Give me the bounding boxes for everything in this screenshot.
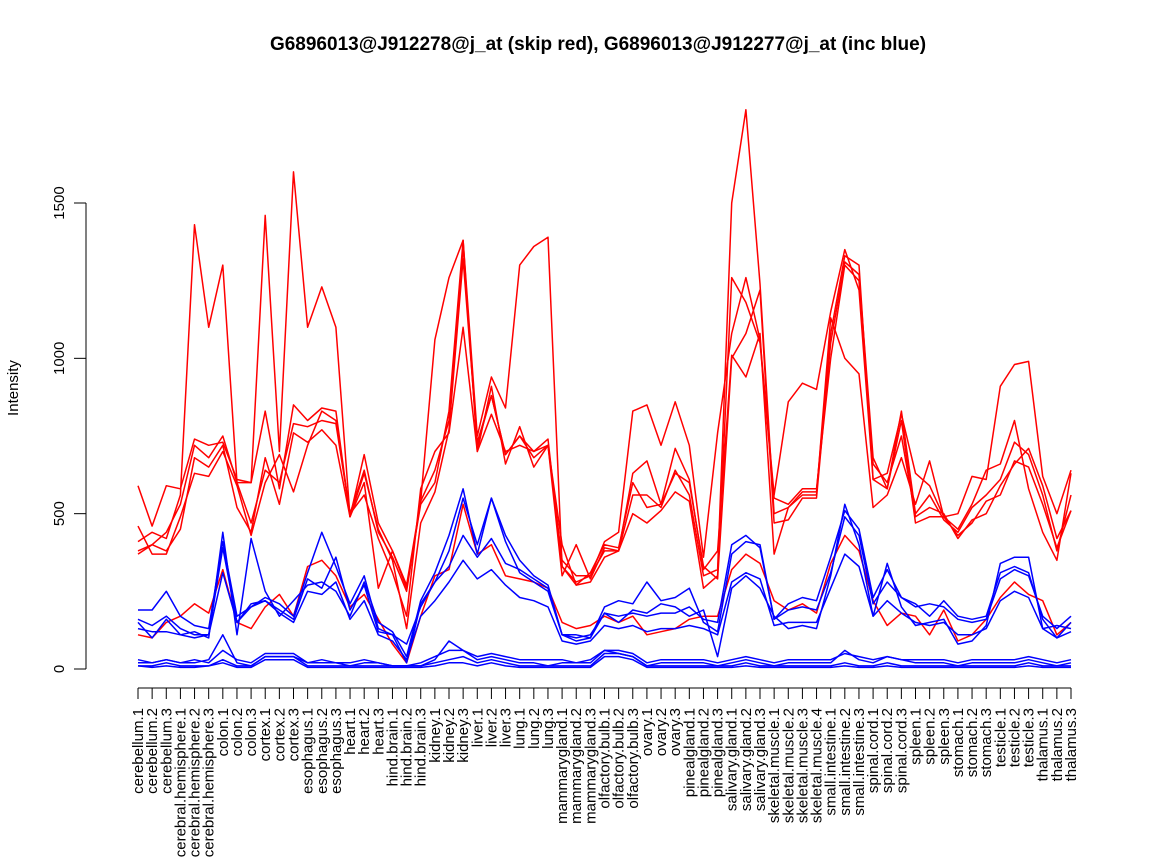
x-tick-label: ovary.1	[639, 708, 656, 756]
x-tick-label: salivary.gland.2	[738, 708, 755, 811]
x-tick-label: heart.3	[370, 708, 387, 755]
x-tick-label: spleen.3	[936, 708, 953, 765]
y-tick-label: 0	[51, 665, 68, 673]
x-tick-label: testicle.3	[1021, 708, 1038, 767]
x-tick-label: mammarygland.2	[568, 708, 585, 824]
x-tick-label: cerebellum.3	[158, 708, 175, 794]
series-line-inc-8	[137, 516, 1072, 645]
x-tick-label: heart.1	[342, 708, 359, 755]
x-tick-label: kidney.2	[441, 708, 458, 763]
x-tick-label: esophagus.3	[328, 708, 345, 794]
x-tick-label: heart.2	[356, 708, 373, 755]
x-tick-label: cortex.2	[271, 708, 288, 761]
x-tick-label: lung.1	[512, 708, 529, 749]
x-tick-label: hind.brain.1	[384, 708, 401, 786]
x-tick-label: cerebellum.1	[130, 708, 147, 794]
series-layer	[137, 109, 1072, 669]
x-tick-label: mammarygland.1	[554, 708, 571, 824]
x-tick-label: olfactory.bulb.3	[625, 708, 642, 809]
x-tick-label: colon.2	[229, 708, 246, 756]
x-tick-label: thalamus.1	[1035, 708, 1052, 781]
series-line-skip-3	[137, 109, 1072, 593]
x-tick-label: spleen.1	[908, 708, 925, 765]
x-tick-label: skeletal.muscle.3	[794, 708, 811, 823]
series-line-skip-2	[137, 258, 1072, 630]
x-tick-label: mammarygland.3	[582, 708, 599, 824]
x-tick-label: colon.3	[243, 708, 260, 756]
x-tick-label: kidney.3	[455, 708, 472, 763]
series-line-inc-12	[137, 649, 1072, 667]
x-tick-label: skeletal.muscle.4	[809, 708, 826, 823]
x-tick-label: olfactory.bulb.2	[611, 708, 628, 809]
x-tick-label: stomach.2	[964, 708, 981, 777]
x-tick-label: colon.1	[215, 708, 232, 756]
chart-title: G6896013@J912278@j_at (skip red), G68960…	[270, 34, 926, 55]
x-tick-label: pinealgland.2	[695, 708, 712, 797]
x-tick-label: cerebral.hemisphere.3	[201, 708, 218, 857]
x-tick-label: liver.3	[498, 708, 515, 747]
x-tick-label: pinealgland.3	[710, 708, 727, 797]
x-tick-label: testicle.2	[1006, 708, 1023, 767]
x-tick-label: stomach.1	[950, 708, 967, 777]
x-tick-label: cerebral.hemisphere.2	[187, 708, 204, 857]
x-tick-label: esophagus.1	[300, 708, 317, 794]
x-tick-label: small.intestine.1	[823, 708, 840, 816]
x-tick-label: ovary.3	[667, 708, 684, 756]
x-tick-label: cerebellum.2	[144, 708, 161, 794]
x-tick-label: esophagus.2	[314, 708, 331, 794]
x-tick-label: lung.2	[526, 708, 543, 749]
x-axis: cerebellum.1cerebellum.2cerebellum.3cere…	[130, 687, 1080, 857]
x-tick-label: salivary.gland.1	[724, 708, 741, 811]
x-tick-label: thalamus.3	[1063, 708, 1080, 781]
x-tick-label: kidney.1	[427, 708, 444, 763]
series-line-inc-11	[138, 652, 1071, 667]
x-tick-label: ovary.2	[653, 708, 670, 756]
series-line-skip-4	[137, 171, 1072, 589]
x-tick-label: hind.brain.2	[399, 708, 416, 786]
x-tick-label: cortex.3	[286, 708, 303, 761]
x-tick-label: cerebral.hemisphere.1	[172, 708, 189, 857]
series-line-inc-7	[138, 497, 1072, 664]
x-tick-label: testicle.1	[992, 708, 1009, 767]
series-line-inc-13	[137, 655, 1071, 669]
x-tick-label: salivary.gland.3	[752, 708, 769, 811]
series-line-skip-1	[137, 261, 1072, 617]
series-line-inc-9	[137, 553, 1072, 661]
x-tick-label: skeletal.muscle.2	[780, 708, 797, 823]
x-tick-label: small.intestine.2	[837, 708, 854, 816]
x-tick-label: liver.1	[469, 708, 486, 747]
x-tick-label: stomach.3	[978, 708, 995, 777]
series-line-skip-5	[137, 503, 1072, 664]
x-tick-label: spleen.2	[922, 708, 939, 765]
y-axis-label: Intensity	[5, 360, 22, 416]
y-tick-label: 1500	[51, 186, 68, 219]
y-axis: 0 500 1000 1500	[51, 186, 87, 673]
x-tick-label: spinal.cord.2	[879, 708, 896, 793]
y-tick-label: 500	[51, 501, 68, 526]
x-tick-label: hind.brain.3	[413, 708, 430, 786]
x-tick-label: pinealgland.1	[681, 708, 698, 797]
x-tick-label: thalamus.2	[1049, 708, 1066, 781]
series-line-skip-0	[137, 239, 1072, 589]
y-tick-label: 1000	[51, 342, 68, 375]
x-tick-label: cortex.1	[257, 708, 274, 761]
x-tick-label: lung.3	[540, 708, 557, 749]
x-tick-label: olfactory.bulb.1	[597, 708, 614, 809]
x-tick-label: spinal.cord.3	[893, 708, 910, 793]
x-tick-label: liver.2	[483, 708, 500, 747]
x-tick-label: small.intestine.3	[851, 708, 868, 816]
x-tick-label: skeletal.muscle.1	[766, 708, 783, 823]
x-tick-label: spinal.cord.1	[865, 708, 882, 793]
